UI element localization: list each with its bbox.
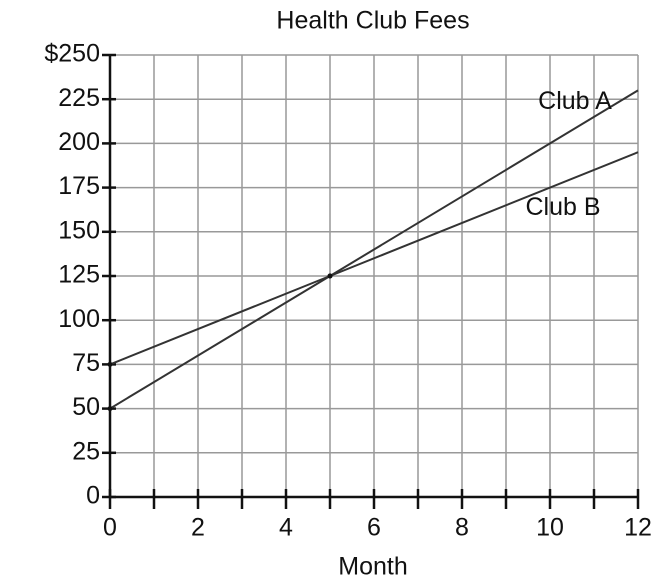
y-tick-label: 225 (58, 84, 100, 112)
y-tick-label: 150 (58, 216, 100, 244)
x-tick-label: 2 (191, 514, 205, 542)
y-tick-label: 200 (58, 128, 100, 156)
x-tick-label: 0 (103, 514, 117, 542)
y-tick-label: 50 (72, 393, 100, 421)
series-label: Club A (538, 87, 612, 115)
chart-title: Health Club Fees (276, 7, 469, 35)
y-tick-label: 25 (72, 437, 100, 465)
x-tick-label: 8 (455, 514, 469, 542)
point (107, 361, 113, 367)
y-tick-label: 0 (86, 482, 100, 510)
x-tick-label: 4 (279, 514, 293, 542)
series-label: Club B (525, 193, 600, 221)
point (327, 273, 333, 279)
y-tick-label: 75 (72, 349, 100, 377)
y-tick-label: 100 (58, 305, 100, 333)
y-tick-label: 175 (58, 172, 100, 200)
y-tick-label: $250 (44, 40, 100, 68)
x-tick-label: 6 (367, 514, 381, 542)
x-tick-label: 10 (536, 514, 564, 542)
x-axis-label: Month (338, 553, 407, 581)
y-tick-label: 125 (58, 261, 100, 289)
x-tick-label: 12 (624, 514, 652, 542)
point (107, 406, 113, 412)
